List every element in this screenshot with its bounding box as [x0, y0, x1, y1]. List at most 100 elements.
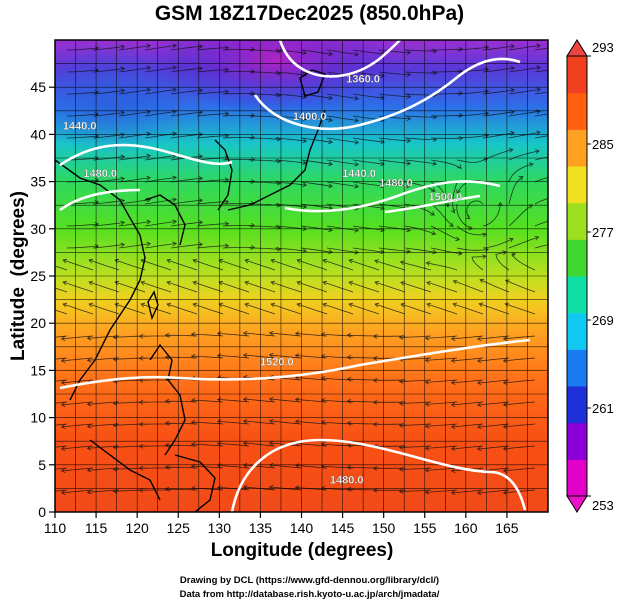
- streamline-arrowhead: [146, 219, 151, 225]
- streamline: [431, 48, 463, 51]
- streamline-arrowhead: [430, 187, 436, 193]
- streamline-arrowhead: [216, 485, 222, 491]
- streamline-arrowhead: [380, 95, 385, 101]
- streamline-arrowhead: [450, 402, 456, 408]
- streamline: [92, 90, 125, 95]
- streamline: [508, 131, 541, 139]
- streamline-arrowhead: [112, 334, 118, 340]
- streamline: [300, 49, 333, 55]
- streamline: [92, 200, 125, 205]
- streamline-arrowhead: [86, 401, 92, 407]
- streamline-arrowhead: [244, 258, 250, 264]
- streamline-arrowhead: [502, 490, 508, 495]
- streamline-arrowhead: [328, 183, 333, 189]
- streamline: [426, 303, 458, 315]
- streamline: [55, 423, 68, 426]
- streamline-arrowhead: [425, 261, 431, 266]
- streamline-arrowhead: [250, 68, 256, 74]
- streamline: [92, 134, 125, 139]
- streamline: [144, 111, 177, 117]
- streamline-arrowhead: [354, 161, 359, 167]
- streamline: [170, 45, 203, 51]
- streamline: [269, 398, 302, 403]
- streamline-arrowhead: [224, 45, 230, 51]
- streamline: [456, 68, 489, 73]
- streamline: [249, 115, 281, 118]
- streamline-arrowhead: [224, 243, 230, 249]
- streamline-arrowhead: [372, 465, 378, 471]
- streamline: [508, 67, 541, 73]
- y-tick-label: 15: [30, 362, 46, 378]
- streamline: [404, 115, 437, 118]
- streamline-arrowhead: [354, 95, 359, 101]
- streamline: [66, 47, 99, 51]
- streamline-arrowhead: [216, 419, 222, 425]
- streamline-arrowhead: [88, 302, 94, 308]
- streamline-arrowhead: [502, 446, 508, 451]
- streamline-arrowhead: [536, 43, 541, 49]
- streamline-arrowhead: [216, 397, 222, 403]
- streamline: [196, 113, 229, 117]
- streamline-arrowhead: [112, 422, 118, 428]
- colorbar-tick-label: 261: [592, 401, 614, 416]
- colorbar-segment: [567, 239, 587, 277]
- streamline: [244, 281, 276, 293]
- streamline: [352, 203, 385, 209]
- streamline-arrowhead: [268, 396, 274, 402]
- streamline: [425, 423, 458, 427]
- streamline-arrowhead: [400, 281, 405, 286]
- streamline: [87, 335, 120, 339]
- streamline: [62, 303, 94, 315]
- x-axis-title: Longitude (degrees): [211, 540, 394, 561]
- streamline-arrowhead: [270, 258, 276, 264]
- streamline: [374, 303, 406, 315]
- streamline-arrowhead: [328, 205, 333, 211]
- streamline: [87, 467, 120, 471]
- streamline: [274, 137, 307, 142]
- streamline-arrowhead: [328, 51, 333, 57]
- streamline-arrowhead: [36, 337, 40, 341]
- streamline: [378, 93, 411, 98]
- streamline-arrowhead: [164, 486, 170, 492]
- colorbar-tick-label: 285: [592, 137, 614, 152]
- streamline-arrowhead: [198, 66, 204, 71]
- streamline: [399, 445, 432, 448]
- streamline-arrowhead: [86, 357, 92, 363]
- streamline: [451, 335, 484, 340]
- streamline-arrowhead: [250, 46, 256, 52]
- streamline: [114, 303, 146, 315]
- streamline-arrowhead: [458, 90, 464, 96]
- streamline: [55, 287, 68, 293]
- streamline-arrowhead: [198, 198, 204, 203]
- streamline: [55, 309, 68, 315]
- streamline: [534, 197, 548, 205]
- streamline: [170, 199, 203, 205]
- streamline-arrowhead: [320, 441, 326, 447]
- streamline: [196, 245, 229, 249]
- streamline: [378, 181, 411, 187]
- streamline: [451, 379, 484, 384]
- streamline: [55, 335, 68, 338]
- y-tick-label: 20: [30, 315, 46, 331]
- streamline: [274, 71, 307, 76]
- streamline: [399, 357, 432, 360]
- streamline-arrowhead: [424, 401, 430, 407]
- streamline: [249, 137, 281, 140]
- streamline: [118, 89, 151, 95]
- streamline-arrowhead: [86, 423, 92, 429]
- streamline: [300, 137, 333, 143]
- streamline: [534, 47, 548, 51]
- colorbar-segment: [567, 129, 587, 167]
- streamline-arrowhead: [302, 138, 308, 144]
- streamline-arrowhead: [146, 65, 151, 71]
- streamline: [300, 181, 333, 187]
- streamline: [217, 465, 250, 469]
- streamline-arrowhead: [563, 44, 567, 48]
- streamline: [269, 420, 302, 425]
- streamline: [55, 401, 68, 404]
- streamline-arrowhead: [198, 176, 204, 181]
- streamline: [66, 69, 99, 73]
- streamline-arrowhead: [563, 88, 567, 92]
- streamline-arrowhead: [346, 354, 352, 360]
- streamline-arrowhead: [502, 358, 508, 363]
